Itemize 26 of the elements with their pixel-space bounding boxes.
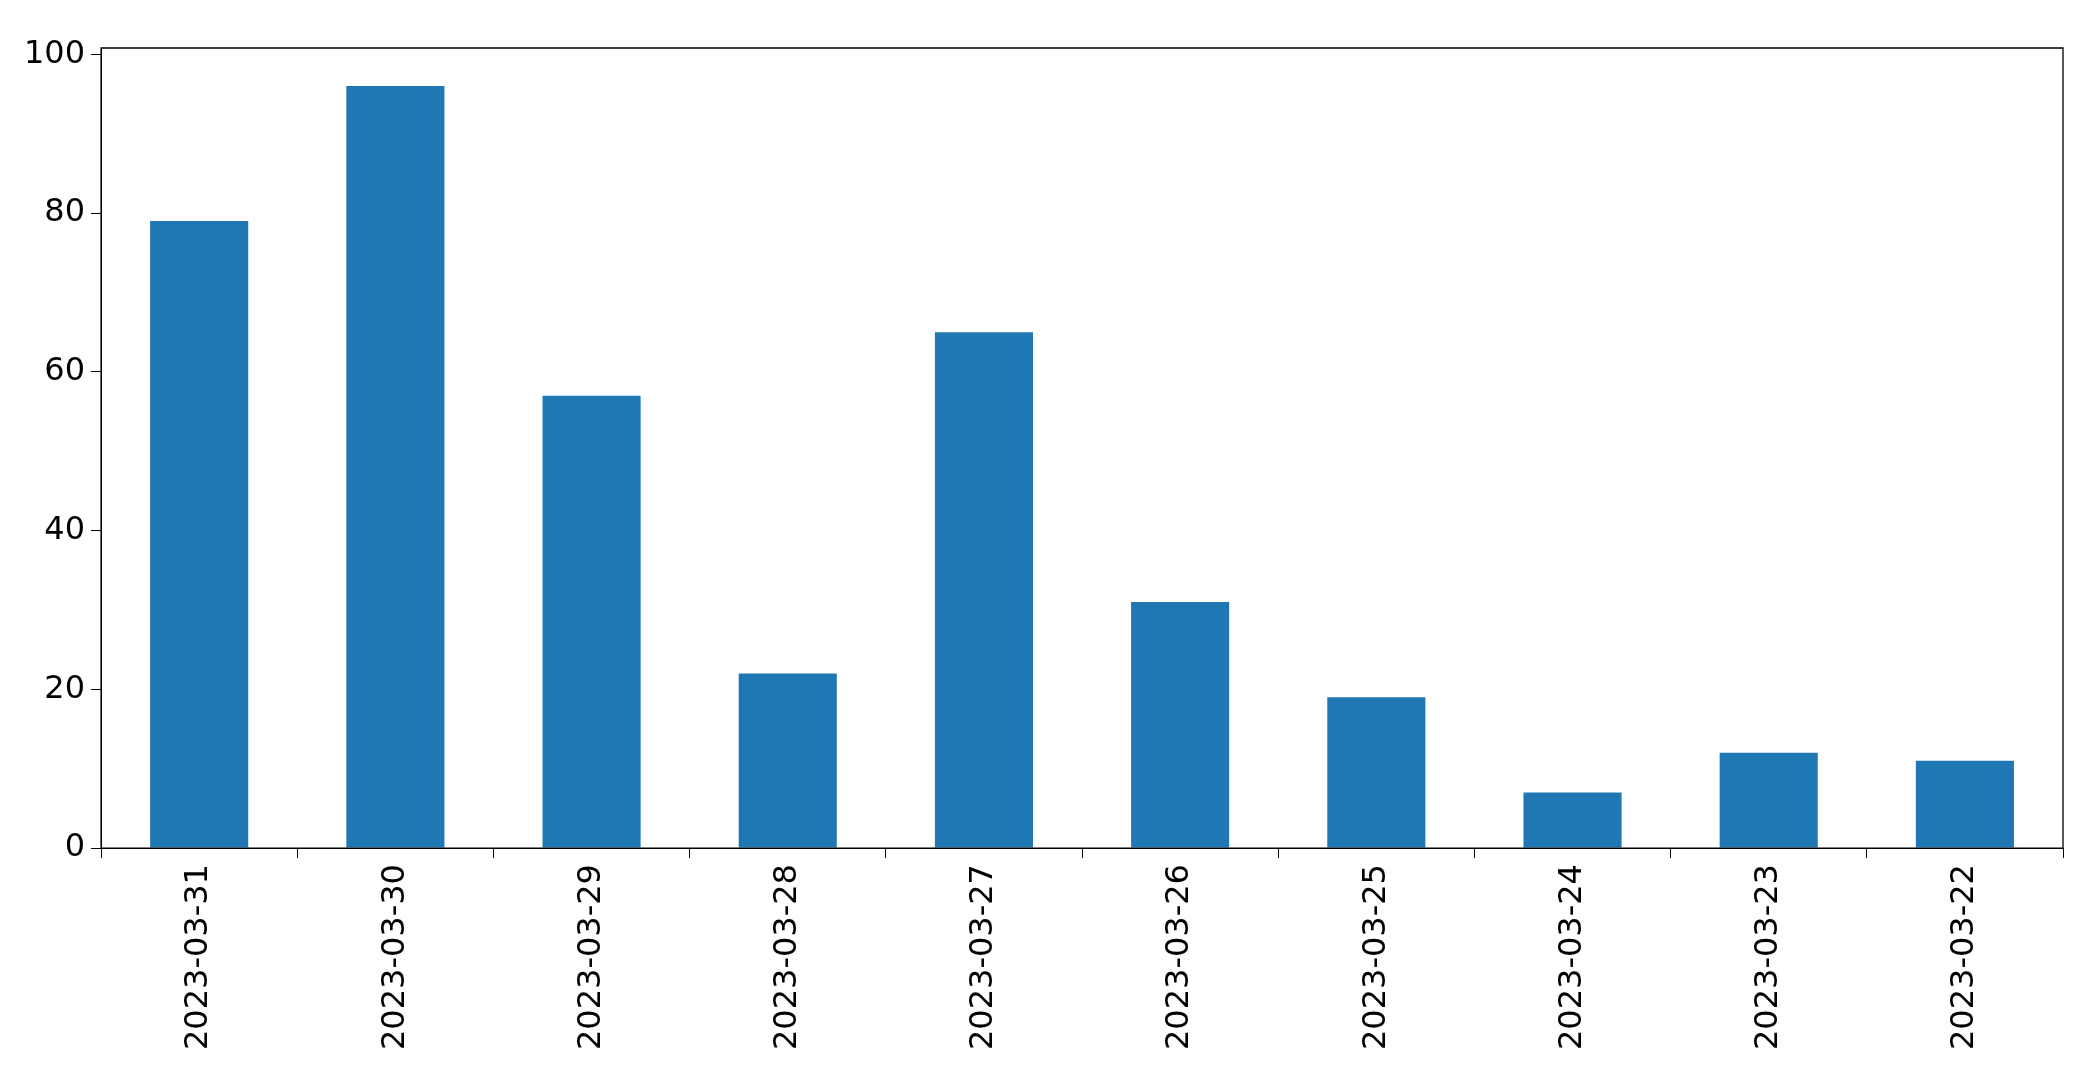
bar	[150, 221, 249, 848]
x-tick-label: 2023-03-23	[1747, 864, 1786, 1050]
x-tick-label: 2023-03-28	[766, 864, 805, 1050]
bar	[934, 332, 1033, 848]
x-tick-label: 2023-03-29	[569, 864, 608, 1050]
y-tick-label: 100	[24, 32, 86, 71]
bar	[1131, 601, 1230, 848]
x-tick-label: 2023-03-26	[1158, 864, 1197, 1050]
bar	[542, 395, 641, 848]
y-tick-label: 80	[44, 191, 86, 230]
bar	[738, 673, 837, 848]
bar	[346, 86, 445, 848]
bar	[1719, 752, 1818, 848]
x-tick-label: 2023-03-31	[177, 864, 216, 1050]
x-tick-label: 2023-03-22	[1943, 864, 1982, 1050]
x-tick-label: 2023-03-25	[1354, 864, 1393, 1050]
bar	[1327, 697, 1426, 848]
bar	[1523, 792, 1622, 848]
y-tick-label: 40	[44, 508, 86, 547]
bar	[1915, 760, 2014, 848]
y-tick-label: 0	[64, 826, 86, 865]
x-tick-label: 2023-03-30	[373, 864, 412, 1050]
y-tick-label: 60	[44, 350, 86, 389]
x-tick-label: 2023-03-24	[1550, 864, 1589, 1050]
x-tick-label: 2023-03-27	[962, 864, 1001, 1050]
y-tick-label: 20	[44, 667, 86, 706]
